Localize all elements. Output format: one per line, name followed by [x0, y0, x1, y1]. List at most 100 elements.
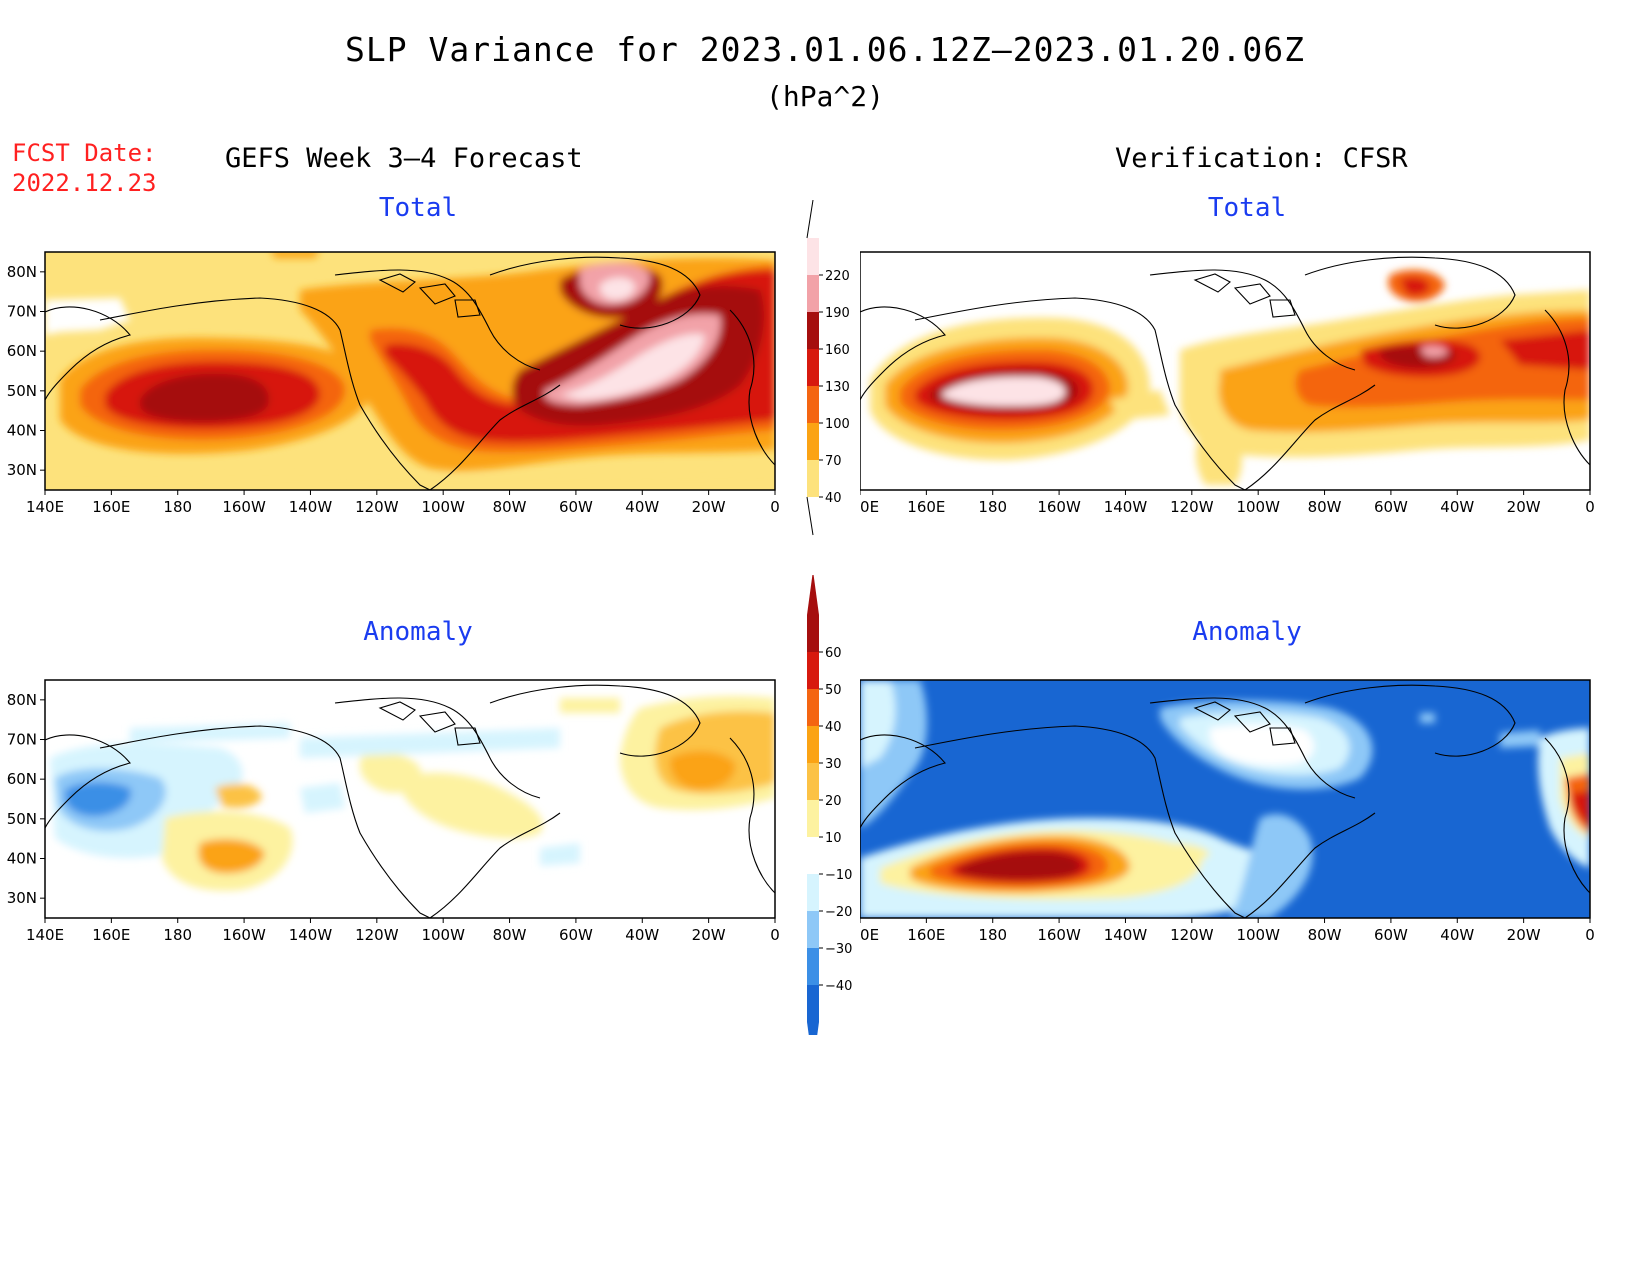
lon-tick-label: 60W — [559, 498, 593, 516]
lon-tick-label: 80W — [493, 498, 527, 516]
lon-tick-label: 20W — [692, 498, 726, 516]
colorbar-label: 20 — [825, 794, 842, 809]
lon-tick-label: 120W — [1170, 926, 1214, 944]
lon-tick-label: 160E — [907, 498, 945, 516]
verification-anomaly-subtitle: Anomaly — [1192, 617, 1302, 647]
colorbar-swatch — [807, 275, 819, 312]
lat-tick-label: 40N — [7, 422, 37, 440]
lat-axis: 80N 70N 60N 50N 40N 30N — [7, 691, 45, 907]
colorbar-label: 130 — [825, 380, 850, 395]
map-frame — [860, 251, 1591, 491]
lon-tick-label: 120W — [1170, 498, 1214, 516]
lon-tick-label: 60W — [559, 926, 593, 944]
lon-tick-label: 20W — [692, 926, 726, 944]
coastline-outline — [860, 256, 1590, 490]
map-frame — [44, 679, 776, 919]
lon-tick-label: 120W — [355, 498, 399, 516]
lat-tick-label: 60N — [7, 770, 37, 788]
lat-tick-label: 30N — [7, 461, 37, 479]
total-colorbar: 220 190 160 130 100 70 40 — [806, 200, 850, 536]
lon-axis: 140E 160E 180 160W 140W 120W 100W 80W 60W 40W 20W 0 — [26, 490, 780, 516]
lon-tick-label: 60W — [1374, 498, 1408, 516]
colorbar-swatch — [807, 349, 819, 386]
units-label: (hPa^2) — [765, 80, 884, 113]
coastline-outline — [45, 684, 775, 918]
lon-tick-label: 160E — [92, 498, 130, 516]
lon-tick-label: 80W — [1308, 926, 1342, 944]
lat-tick-label: 70N — [7, 731, 37, 749]
lon-tick-label: 140W — [1104, 498, 1148, 516]
colorbar-swatch — [807, 911, 819, 948]
lon-tick-label: 120W — [355, 926, 399, 944]
colorbar-label: 60 — [825, 646, 842, 661]
colorbar-arrow-top — [807, 575, 819, 615]
colorbar-swatch — [807, 238, 819, 275]
colorbar-label: 40 — [825, 491, 842, 506]
colorbar-swatch — [807, 763, 819, 800]
lat-tick-label: 70N — [7, 303, 37, 321]
forecast-anomaly-map: 80N 70N 60N 50N 40N 30N 140E 160E 180 160W 140W 12… — [7, 679, 780, 944]
lat-tick-label: 40N — [7, 850, 37, 868]
lon-tick-label: 180 — [163, 498, 192, 516]
colorbar-swatch — [807, 726, 819, 763]
map-frame — [44, 251, 776, 491]
colorbar-label: 50 — [825, 683, 842, 698]
colorbar-swatch — [807, 800, 819, 837]
coastline-outline — [860, 684, 1590, 918]
lon-tick-label: 0 — [1585, 926, 1595, 944]
lon-tick-label: 100W — [1236, 926, 1280, 944]
lon-tick-label: 40W — [625, 926, 659, 944]
lon-tick-label: 20W — [1507, 926, 1541, 944]
lat-tick-label: 30N — [7, 889, 37, 907]
verification-total-subtitle: Total — [1207, 193, 1287, 223]
colorbar-swatch — [807, 460, 819, 497]
fcst-date-value: 2022.12.23 — [12, 169, 157, 197]
lon-tick-label: 140E — [26, 498, 64, 516]
lat-tick-label: 80N — [7, 263, 37, 281]
colorbar-label: 220 — [825, 269, 850, 284]
colorbar-end-line — [806, 496, 814, 536]
colorbar-label: 160 — [825, 343, 850, 358]
lon-tick-label: 0 — [770, 926, 780, 944]
lon-tick-label: 40W — [1440, 498, 1474, 516]
lon-tick-label: 180 — [163, 926, 192, 944]
colorbar-swatch — [807, 312, 819, 349]
lon-tick-label: 80W — [493, 926, 527, 944]
colorbar-swatch — [807, 386, 819, 423]
lon-tick-label: 140E — [860, 498, 879, 516]
lat-tick-label: 50N — [7, 382, 37, 400]
forecast-total-subtitle: Total — [378, 193, 458, 223]
colorbar-swatch — [807, 874, 819, 911]
colorbar-end-line — [806, 200, 814, 239]
anomaly-colorbar: 60 50 40 30 20 10 −10 −20 −30 −40 — [807, 575, 852, 1035]
map-frame — [860, 679, 1591, 919]
lon-tick-label: 160W — [1037, 926, 1081, 944]
lon-tick-label: 40W — [625, 498, 659, 516]
lon-tick-label: 180 — [978, 926, 1007, 944]
lon-tick-label: 140W — [289, 926, 333, 944]
lon-axis: 140E 160E 180 160W 140W 120W 100W 80W 60W 40W 20W 0 — [26, 918, 780, 944]
lon-axis: 140E 160E 180 160W 140W 120W 100W 80W 60W 40W 20W 0 — [860, 918, 1595, 944]
colorbar-swatch — [807, 615, 819, 652]
fcst-date-label: FCST Date: — [12, 139, 157, 167]
colorbar-swatch — [807, 837, 819, 874]
forecast-anomaly-subtitle: Anomaly — [363, 617, 473, 647]
coastline-outline — [45, 256, 775, 490]
lat-axis: 80N 70N 60N 50N 40N 30N — [7, 263, 45, 479]
lon-tick-label: 160E — [907, 926, 945, 944]
lon-tick-label: 160W — [222, 926, 266, 944]
lon-tick-label: 180 — [978, 498, 1007, 516]
colorbar-label: 10 — [825, 831, 842, 846]
lat-tick-label: 60N — [7, 342, 37, 360]
lon-tick-label: 140W — [1104, 926, 1148, 944]
colorbar-label: 70 — [825, 454, 842, 469]
lon-tick-label: 80W — [1308, 498, 1342, 516]
colorbar-label: 40 — [825, 720, 842, 735]
lon-tick-label: 140E — [860, 926, 879, 944]
main-title: SLP Variance for 2023.01.06.12Z–2023.01.… — [345, 30, 1305, 69]
lon-tick-label: 100W — [421, 926, 465, 944]
colorbar-label: −40 — [825, 979, 852, 994]
lon-tick-label: 160E — [92, 926, 130, 944]
colorbar-swatch — [807, 423, 819, 460]
